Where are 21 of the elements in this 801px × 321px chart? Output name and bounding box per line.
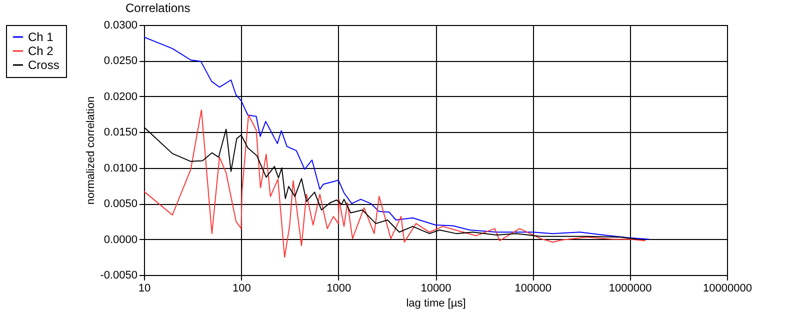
x-tick-label: 1000 [326,282,352,294]
y-tick-label: 0.0150 [104,126,138,139]
y-tick-label: -0.0050 [100,270,138,282]
x-axis-title: lag time [µs] [406,298,466,310]
x-tick-label: 10 [138,282,151,294]
x-tick-label: 1000000 [608,282,652,294]
legend-label: Ch 1 [28,30,54,44]
x-tick-label: 10000 [420,282,452,294]
y-tick-label: 0.0250 [104,55,138,68]
chart-title: Correlations [126,1,190,15]
y-tick-label: 0.0100 [104,162,138,174]
y-tick-label: 0.0000 [104,234,138,246]
y-tick-label: 0.0050 [104,198,138,210]
y-axis-title: normalized correlation [85,96,98,205]
y-tick-label: 0.0200 [104,90,138,103]
legend-label: Cross [28,58,60,72]
x-tick-label: 10000000 [703,282,752,294]
x-tick-label: 100000 [514,282,552,294]
legend-label: Ch 2 [28,44,54,58]
y-tick-label: 0.0300 [104,20,138,32]
x-tick-label: 100 [232,282,251,294]
